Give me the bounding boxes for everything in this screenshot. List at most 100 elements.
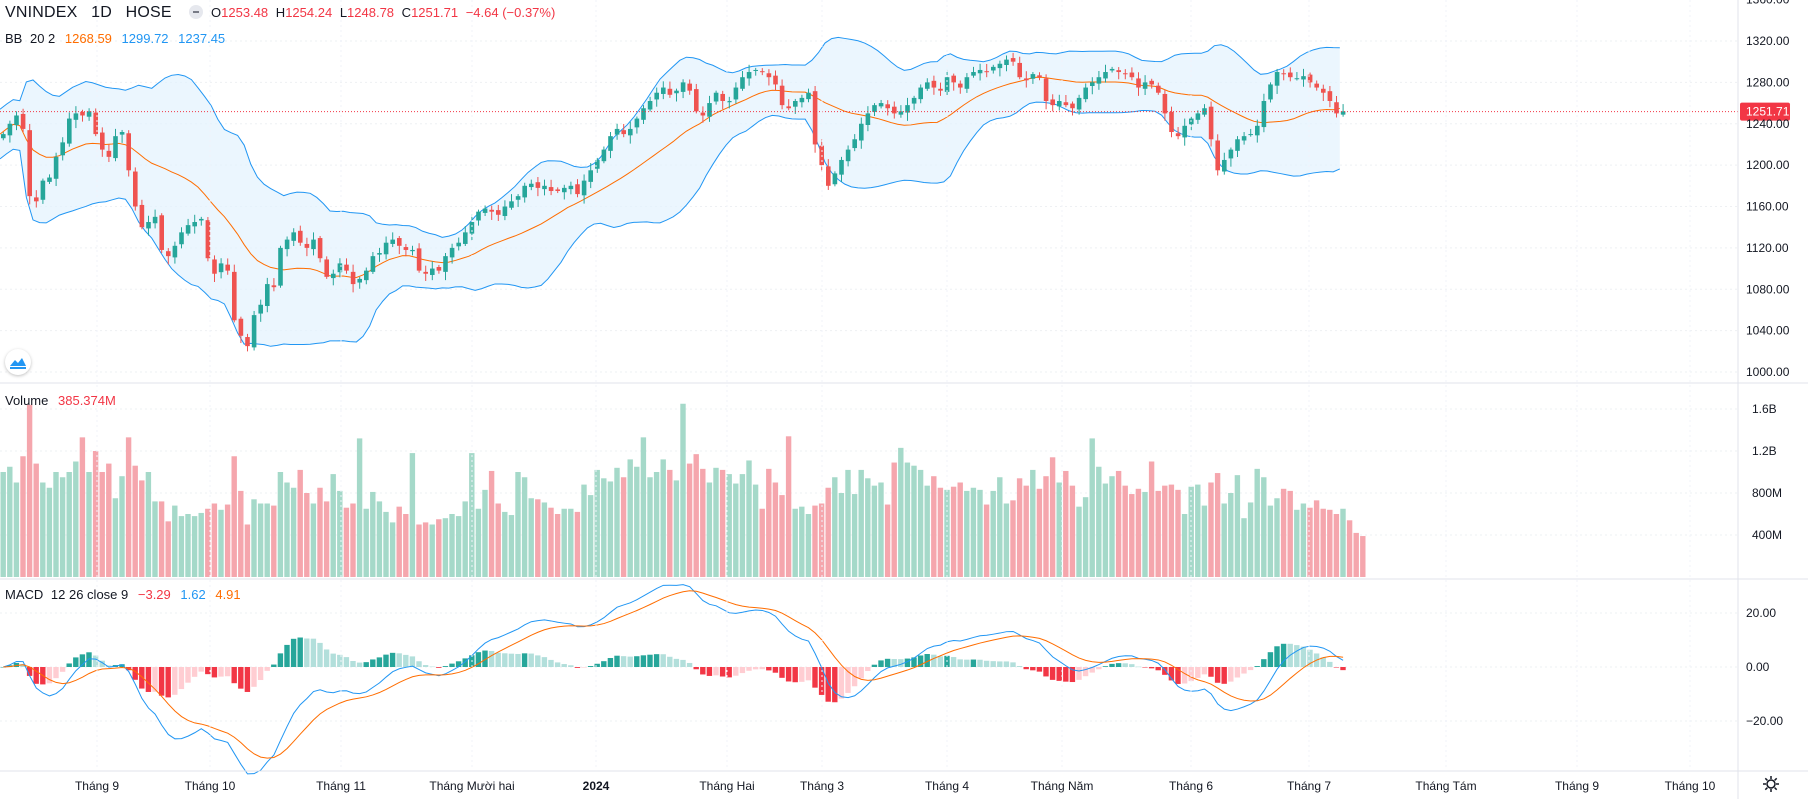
volume-bar (799, 506, 805, 577)
macd-hist-bar (363, 662, 369, 667)
candle-body (1235, 139, 1240, 151)
candle-body (740, 77, 745, 89)
candle-body (753, 69, 758, 71)
price-tick-label: 1200.00 (1746, 158, 1790, 172)
candle-body (7, 123, 13, 136)
volume-bar (172, 505, 178, 577)
macd-hist-bar (1294, 645, 1300, 667)
macd-hist-bar (601, 661, 607, 667)
macd-hist-bar (1280, 643, 1287, 667)
candle-body (53, 156, 59, 179)
macd-legend[interactable]: MACD 12 26 close 9 −3.29 1.62 4.91 (5, 587, 245, 603)
macd-hist-bar (647, 654, 653, 667)
volume-bar (851, 494, 858, 577)
gear-icon[interactable] (1762, 775, 1780, 793)
candle-body (331, 273, 336, 279)
candle-body (113, 136, 118, 159)
candle-body (469, 222, 475, 234)
candle-body (265, 284, 270, 307)
candle-body (977, 69, 983, 74)
candle-body (1208, 106, 1214, 140)
bb-legend[interactable]: BB 20 2 1268.59 1299.72 1237.45 (5, 31, 229, 47)
time-tick-label: Tháng Hai (699, 779, 754, 793)
volume-bar (86, 472, 92, 577)
macd-hist-bar (1168, 667, 1175, 681)
volume-bar (1307, 507, 1313, 577)
macd-hist-bar (1221, 667, 1227, 684)
volume-legend[interactable]: Volume 385.374M (5, 393, 120, 409)
collapse-legend-button[interactable] (189, 5, 204, 19)
volume-bar (462, 501, 468, 577)
candle-body (232, 271, 237, 321)
candle-body (727, 100, 732, 103)
candle-body (1103, 72, 1108, 79)
macd-hist-bar (977, 659, 983, 667)
volume-bar (898, 447, 904, 577)
candle-body (185, 225, 191, 234)
macd-hist-bar (937, 656, 944, 667)
interval[interactable]: 1D (91, 4, 113, 21)
volume-bar (554, 514, 561, 577)
macd-hist-bar (139, 667, 145, 689)
macd-tick-label: 20.00 (1746, 606, 1776, 620)
time-tick-label: Tháng 4 (925, 779, 969, 793)
macd-hist-bar (535, 655, 541, 667)
volume-bar (482, 489, 488, 577)
candle-body (1076, 97, 1082, 110)
volume-bar (515, 472, 521, 577)
tradingview-logo-icon[interactable] (5, 349, 31, 375)
volume-bar (634, 466, 640, 577)
macd-hist-bar (554, 662, 561, 667)
macd-hist-bar (1234, 667, 1241, 678)
volume-bar (838, 493, 845, 577)
macd-hist-bar (251, 667, 257, 687)
volume-bar (1082, 497, 1089, 577)
symbol-name[interactable]: VNINDEX (5, 4, 78, 21)
macd-hist-bar (1030, 667, 1036, 671)
macd-hist-bar (1010, 662, 1016, 667)
macd-hist-bar (634, 656, 640, 667)
volume-bar (211, 503, 218, 577)
volume-bar (1287, 490, 1293, 577)
candle-body (1030, 74, 1036, 79)
macd-hist-bar (337, 654, 343, 667)
volume-bar (1327, 509, 1333, 577)
macd-hist-bar (1076, 667, 1082, 680)
volume-bar (785, 436, 792, 577)
volume-bar (1175, 489, 1181, 577)
volume-bar (772, 482, 779, 577)
volume-bar (620, 477, 627, 577)
macd-hist-bar (86, 652, 92, 667)
volume-bar (356, 438, 363, 577)
bb-upper-value: 1299.72 (121, 31, 169, 46)
macd-hist-bar (521, 653, 528, 667)
volume-bar (858, 469, 864, 577)
macd-hist-bar (1135, 666, 1142, 668)
macd-hist-bar (1333, 667, 1340, 668)
candle-body (984, 71, 989, 73)
candle-body (1024, 78, 1029, 81)
candle-body (1334, 102, 1339, 114)
macd-hist-bar (799, 667, 805, 682)
candle-body (1116, 70, 1121, 73)
macd-hist-bar (904, 658, 911, 667)
macd-hist-bar (482, 650, 488, 667)
volume-bar (521, 477, 528, 577)
volume-bar (106, 463, 112, 577)
macd-line-value: 1.62 (180, 587, 206, 602)
volume-bar (376, 501, 383, 577)
price-tick-label: 1000.00 (1746, 365, 1790, 379)
candle-body (199, 218, 204, 221)
macd-hist-bar (1201, 667, 1208, 675)
candle-body (1063, 102, 1069, 106)
volume-bar (508, 515, 515, 577)
price-tick-label: 1280.00 (1746, 75, 1790, 89)
macd-hist-bar (244, 667, 251, 692)
volume-bar (950, 486, 957, 577)
candle-body (146, 222, 151, 229)
macd-hist-bar (1228, 667, 1234, 682)
volume-bar (1003, 503, 1010, 577)
candle-body (1255, 125, 1260, 136)
